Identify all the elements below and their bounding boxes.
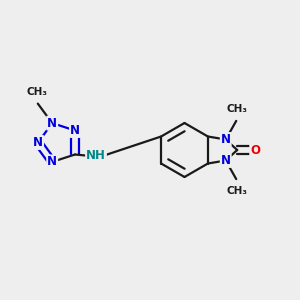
Text: N: N — [221, 133, 231, 146]
Text: CH₃: CH₃ — [226, 186, 247, 196]
Text: CH₃: CH₃ — [27, 87, 48, 97]
Text: N: N — [70, 124, 80, 137]
Text: N: N — [47, 117, 57, 130]
Text: O: O — [250, 143, 260, 157]
Text: N: N — [221, 154, 231, 167]
Text: CH₃: CH₃ — [226, 104, 247, 114]
Text: N: N — [33, 136, 43, 149]
Text: NH: NH — [86, 149, 106, 163]
Text: N: N — [47, 155, 57, 168]
